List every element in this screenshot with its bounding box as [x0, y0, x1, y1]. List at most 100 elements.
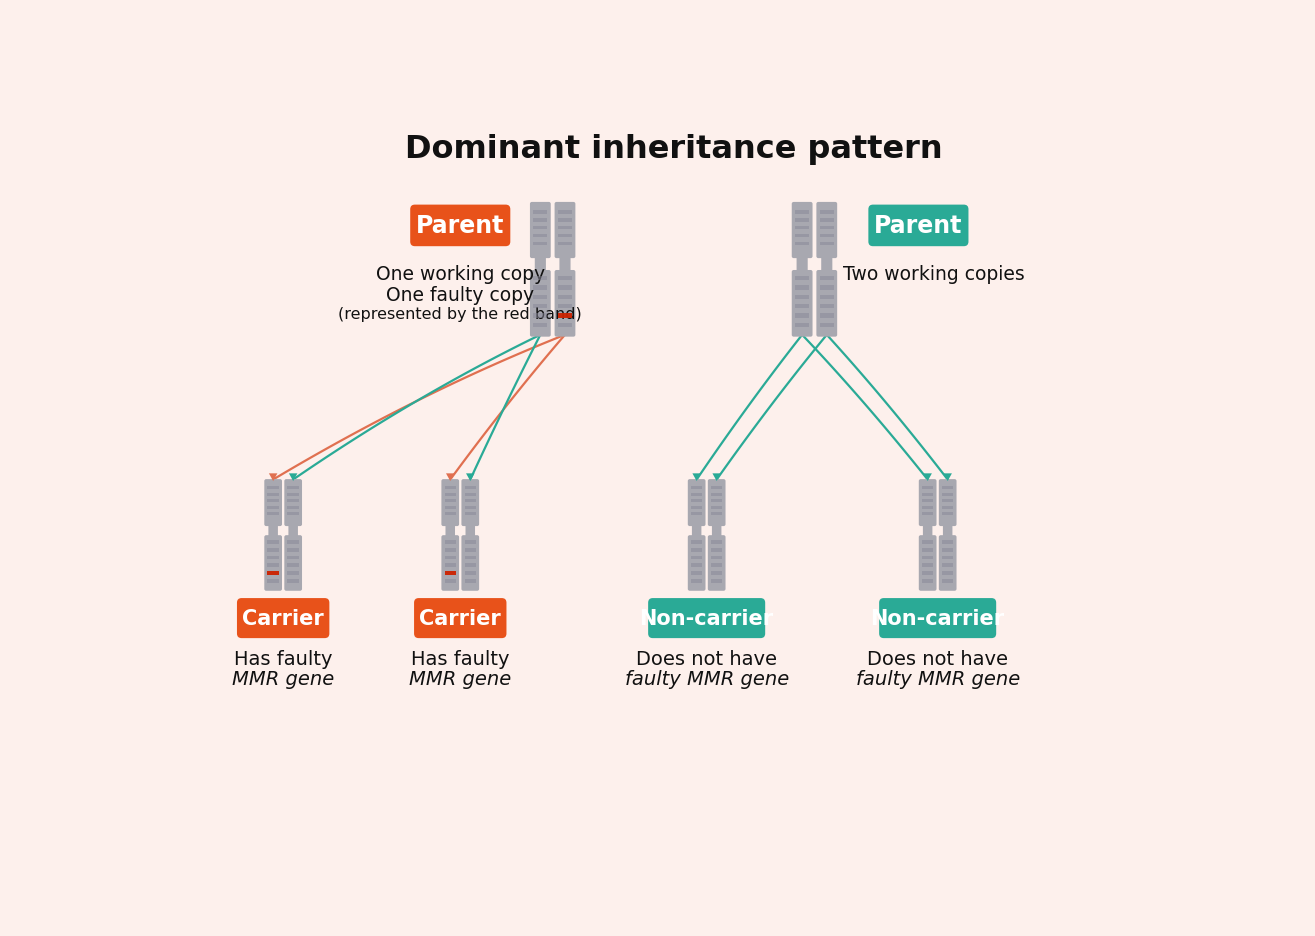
Bar — [534, 304, 547, 309]
Bar — [444, 493, 456, 496]
Bar — [558, 276, 572, 281]
Bar — [796, 276, 809, 281]
Bar — [558, 242, 572, 246]
Bar — [558, 227, 572, 230]
Bar — [534, 295, 547, 300]
FancyBboxPatch shape — [648, 598, 765, 638]
Text: One working copy: One working copy — [376, 264, 544, 284]
Text: Carrier: Carrier — [242, 608, 323, 628]
Text: Has faulty: Has faulty — [234, 649, 333, 668]
Bar — [444, 548, 456, 552]
Bar — [690, 556, 702, 560]
Bar — [942, 563, 953, 567]
Bar — [558, 314, 572, 318]
Text: (represented by the red band): (represented by the red band) — [338, 307, 583, 322]
FancyBboxPatch shape — [446, 522, 455, 539]
Bar — [711, 541, 722, 544]
Bar — [711, 563, 722, 567]
Bar — [267, 556, 279, 560]
Text: One faulty copy: One faulty copy — [387, 285, 534, 305]
FancyBboxPatch shape — [923, 522, 932, 539]
Bar — [922, 563, 934, 567]
Bar — [464, 572, 476, 576]
FancyBboxPatch shape — [688, 535, 706, 592]
FancyBboxPatch shape — [817, 203, 838, 259]
Text: MMR gene: MMR gene — [231, 669, 334, 688]
Bar — [288, 500, 299, 503]
Bar — [267, 541, 279, 544]
Bar — [534, 285, 547, 290]
Bar — [464, 493, 476, 496]
Polygon shape — [289, 474, 297, 481]
Bar — [690, 506, 702, 509]
Bar — [796, 227, 809, 230]
Bar — [796, 324, 809, 328]
Bar — [922, 513, 934, 516]
FancyBboxPatch shape — [555, 271, 576, 337]
Bar — [464, 513, 476, 516]
Bar — [711, 572, 722, 576]
Bar — [267, 579, 279, 583]
Bar — [534, 211, 547, 214]
Bar — [690, 579, 702, 583]
Bar — [464, 563, 476, 567]
FancyBboxPatch shape — [868, 205, 968, 247]
Bar — [942, 513, 953, 516]
Bar — [444, 500, 456, 503]
Bar — [558, 304, 572, 309]
Bar — [558, 219, 572, 223]
Bar — [922, 500, 934, 503]
Bar — [819, 314, 834, 318]
Bar — [796, 211, 809, 214]
Bar — [796, 295, 809, 300]
Bar — [942, 556, 953, 560]
FancyBboxPatch shape — [797, 255, 807, 274]
FancyBboxPatch shape — [792, 271, 813, 337]
FancyBboxPatch shape — [919, 535, 936, 592]
Bar — [690, 548, 702, 552]
Bar — [288, 513, 299, 516]
Bar — [534, 234, 547, 238]
Bar — [558, 234, 572, 238]
Bar — [464, 541, 476, 544]
Bar — [796, 285, 809, 290]
FancyBboxPatch shape — [943, 522, 952, 539]
FancyBboxPatch shape — [707, 535, 726, 592]
Bar — [796, 304, 809, 309]
FancyBboxPatch shape — [822, 255, 832, 274]
Bar — [942, 500, 953, 503]
FancyBboxPatch shape — [559, 255, 571, 274]
Text: Two working copies: Two working copies — [843, 264, 1024, 284]
Bar — [690, 500, 702, 503]
FancyBboxPatch shape — [284, 479, 302, 527]
FancyBboxPatch shape — [530, 203, 551, 259]
Bar — [534, 314, 547, 318]
Bar — [711, 500, 722, 503]
Text: Does not have: Does not have — [867, 649, 1009, 668]
FancyBboxPatch shape — [707, 479, 726, 527]
Bar — [464, 556, 476, 560]
Bar — [711, 579, 722, 583]
FancyBboxPatch shape — [462, 479, 479, 527]
Text: Has faulty: Has faulty — [412, 649, 509, 668]
Bar — [942, 506, 953, 509]
Text: MMR gene: MMR gene — [409, 669, 512, 688]
Bar — [922, 548, 934, 552]
Bar — [819, 211, 834, 214]
FancyBboxPatch shape — [442, 535, 459, 592]
FancyBboxPatch shape — [919, 479, 936, 527]
Text: Parent: Parent — [874, 214, 963, 238]
FancyBboxPatch shape — [939, 535, 956, 592]
Text: Non-carrier: Non-carrier — [871, 608, 1005, 628]
FancyBboxPatch shape — [414, 598, 506, 638]
FancyBboxPatch shape — [268, 522, 277, 539]
Bar — [942, 579, 953, 583]
Bar — [464, 487, 476, 490]
Bar — [819, 304, 834, 309]
Bar — [942, 572, 953, 576]
Bar — [267, 572, 279, 576]
Bar — [922, 579, 934, 583]
Bar — [922, 487, 934, 490]
Bar — [711, 506, 722, 509]
Bar — [267, 548, 279, 552]
